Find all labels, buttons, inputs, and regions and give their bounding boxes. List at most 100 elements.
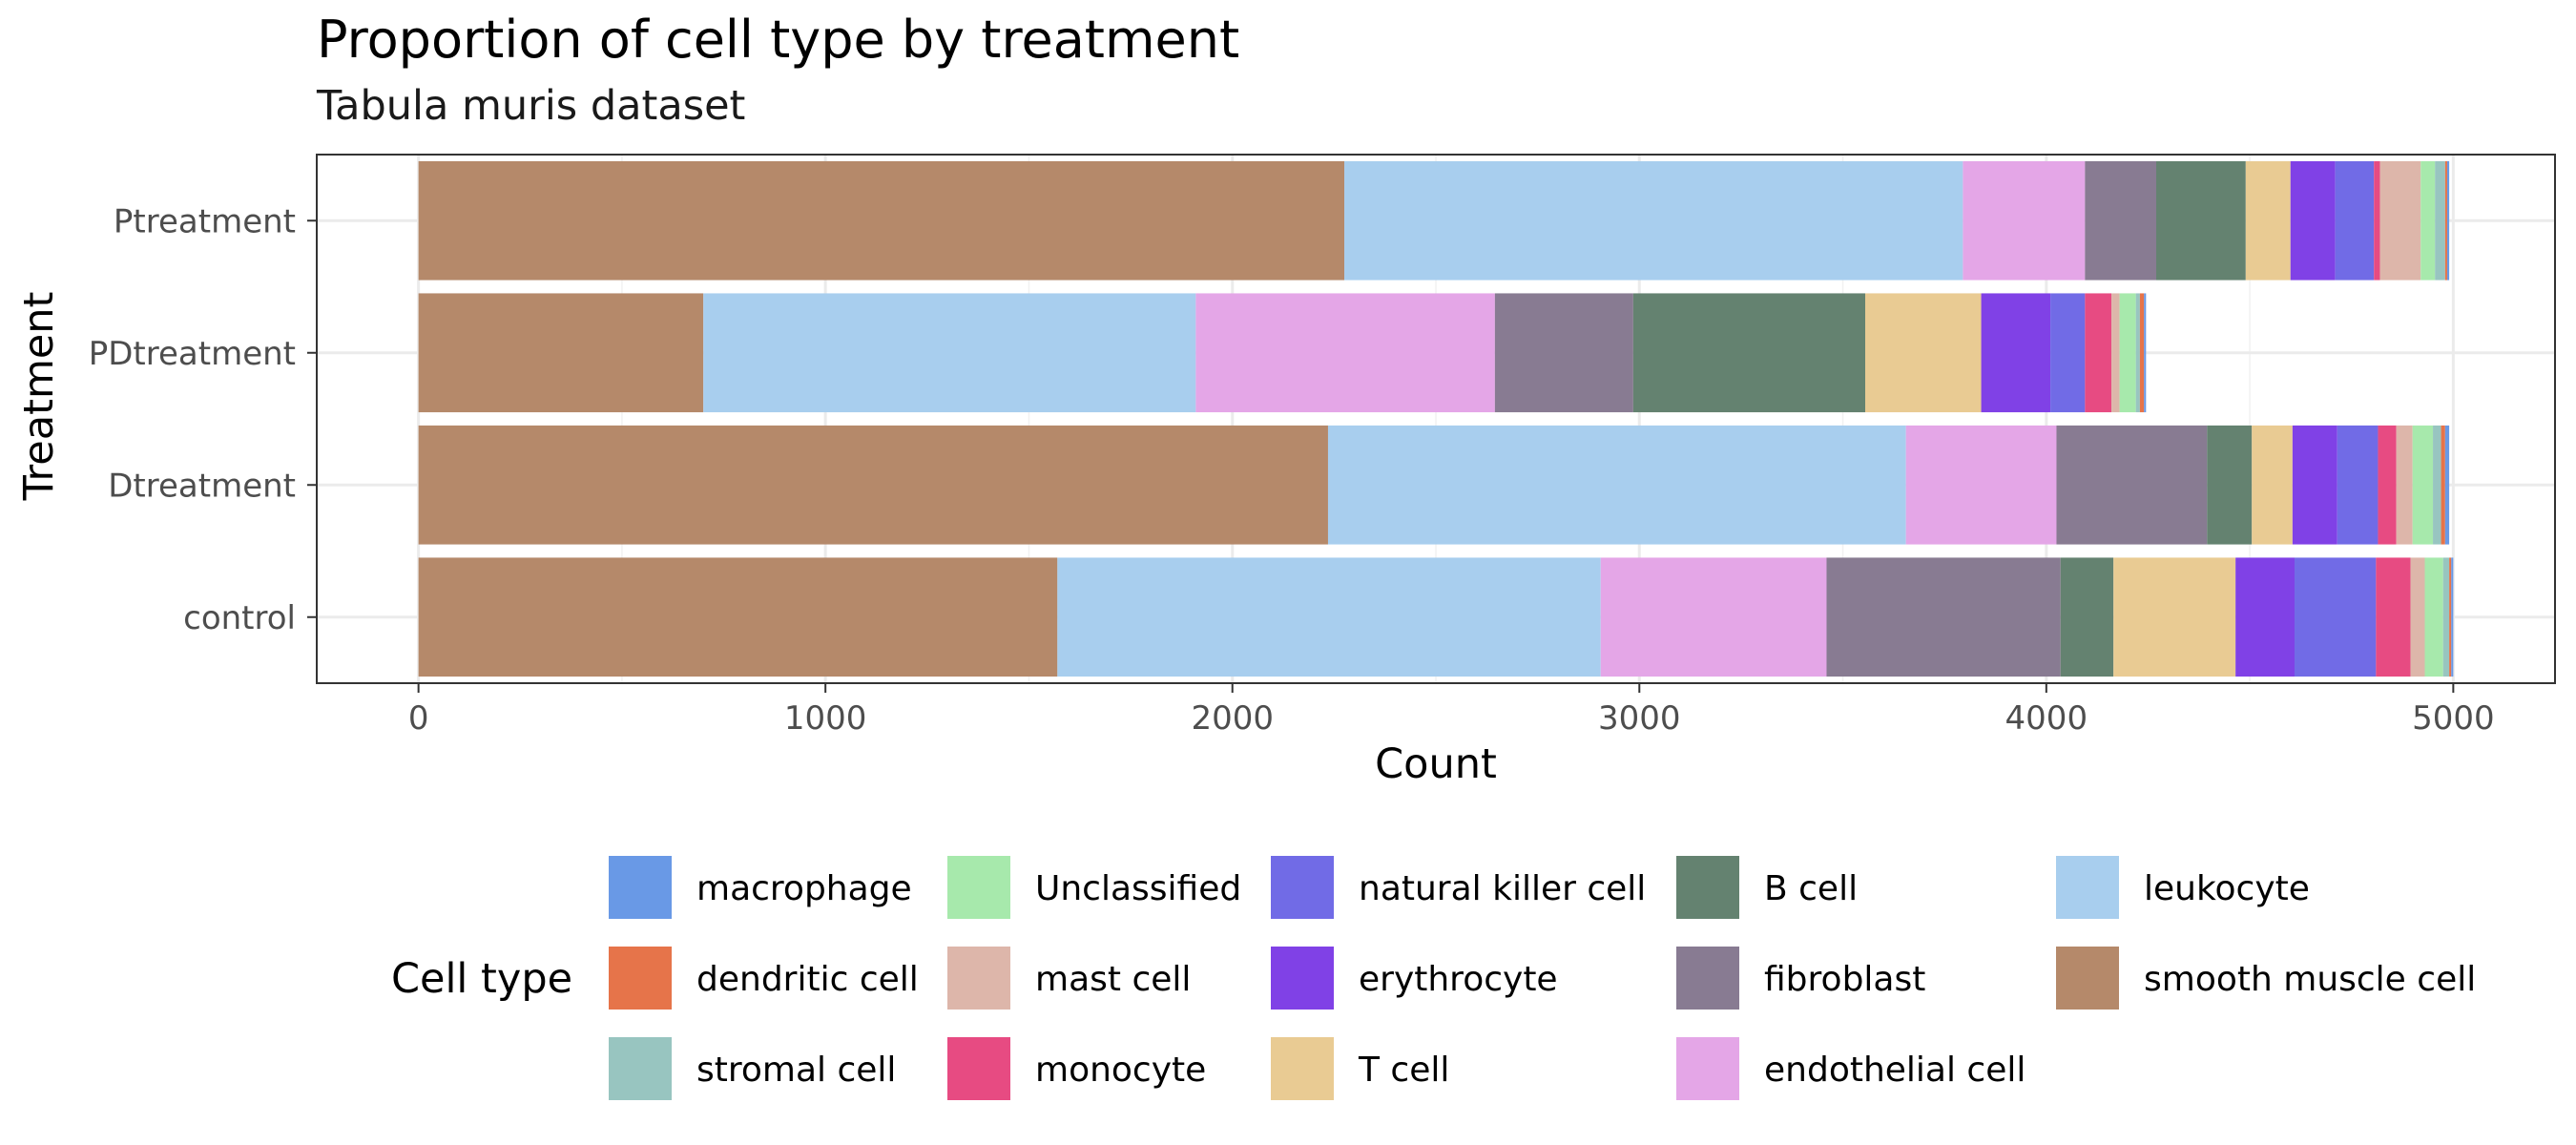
bar-segment: Ptreatment - smooth muscle cell: 2275	[418, 160, 1345, 281]
bar-segment: Dtreatment - Unclassified: 50	[2412, 425, 2434, 545]
bar-segment: Ptreatment - dendritic cell: 5	[2444, 160, 2447, 281]
bar-segment: control - Unclassified: 45	[2424, 557, 2443, 677]
bar-segment: PDtreatment - erythrocyte: 170	[1981, 293, 2051, 413]
x-tick-label: 0	[408, 699, 429, 738]
bar-segment: PDtreatment - smooth muscle cell: 700	[418, 293, 704, 413]
legend-swatch	[2056, 947, 2119, 1010]
bar-segment: Dtreatment - fibroblast: 370	[2056, 425, 2208, 545]
x-axis: 0 1000 2000 3000 4000 5000	[408, 683, 2495, 738]
legend-label: leukocyte	[2144, 869, 2310, 908]
bar-segment: PDtreatment - Unclassified: 40	[2119, 293, 2136, 413]
bar-segment: control - B cell: 130	[2060, 557, 2114, 677]
bar-segment: Ptreatment - Unclassified: 35	[2420, 160, 2436, 281]
x-tick-label: 2000	[1191, 699, 1274, 738]
legend-label: dendritic cell	[696, 960, 919, 999]
bar-segment: Dtreatment - smooth muscle cell: 2235	[418, 425, 1328, 545]
bar-segment: control - mast cell: 35	[2410, 557, 2425, 677]
bar-segment: Ptreatment - macrophage: 5	[2446, 160, 2450, 281]
bar-segment: control - leukocyte: 1335	[1057, 557, 1601, 677]
legend-swatch	[609, 1037, 672, 1100]
x-tick-label: 3000	[1598, 699, 1681, 738]
bar-segment: Ptreatment - T cell: 110	[2245, 160, 2291, 281]
legend-label: T cell	[1358, 1051, 1449, 1090]
bar-segment: PDtreatment - monocyte: 65	[2085, 293, 2112, 413]
legend-swatch	[2056, 856, 2119, 919]
x-tick-label: 5000	[2412, 699, 2495, 738]
bar-segment: control - stromal cell: 15	[2442, 557, 2450, 677]
bar-segment: PDtreatment - endothelial cell: 735	[1195, 293, 1495, 413]
bar-segment: Dtreatment - T cell: 100	[2252, 425, 2293, 545]
x-tick-label: 4000	[2005, 699, 2088, 738]
bar-segment: control - T cell: 300	[2113, 557, 2236, 677]
y-tick-label: Dtreatment	[108, 467, 296, 505]
legend-label: smooth muscle cell	[2144, 960, 2476, 999]
bar-segment: PDtreatment - B cell: 570	[1632, 293, 1866, 413]
bar-segment: Dtreatment - endothelial cell: 370	[1905, 425, 2057, 545]
legend-label: erythrocyte	[1359, 960, 1558, 999]
bar-layer: control - smooth muscle cell: 1570contro…	[418, 160, 2454, 677]
bar-segment: control - natural killer cell: 200	[2295, 557, 2377, 677]
legend-label: natural killer cell	[1359, 869, 1646, 908]
bar-segment: Ptreatment - natural killer cell: 95	[2335, 160, 2375, 281]
legend-swatch	[1676, 856, 1739, 919]
y-tick-label: control	[183, 599, 296, 637]
y-axis: control Dtreatment PDtreatment Ptreatment	[89, 202, 317, 637]
bar-segment: Ptreatment - monocyte: 15	[2374, 160, 2380, 281]
x-tick-label: 1000	[784, 699, 867, 738]
bar-segment: Dtreatment - stromal cell: 20	[2433, 425, 2441, 545]
bar-segment: Ptreatment - endothelial cell: 300	[1963, 160, 2086, 281]
legend-swatch	[947, 947, 1010, 1010]
legend-swatch	[1271, 1037, 1334, 1100]
legend-swatch	[609, 856, 672, 919]
bar-segment: Ptreatment - fibroblast: 175	[2085, 160, 2156, 281]
y-axis-title: Treatment	[15, 292, 63, 502]
bar-segment: PDtreatment - mast cell: 20	[2111, 293, 2120, 413]
legend-label: Unclassified	[1035, 869, 1241, 908]
panel-border	[316, 154, 2556, 684]
y-tick-label: PDtreatment	[89, 335, 296, 373]
bar-segment: Ptreatment - B cell: 220	[2155, 160, 2246, 281]
bar-segment: Dtreatment - leukocyte: 1420	[1327, 425, 1906, 545]
bar-segment: PDtreatment - macrophage: 5	[2144, 293, 2147, 413]
legend-label: monocyte	[1035, 1051, 1206, 1090]
bar-segment: Dtreatment - erythrocyte: 110	[2292, 425, 2337, 545]
bar-segment: control - macrophage: 5	[2451, 557, 2454, 677]
bar-segment: Dtreatment - monocyte: 45	[2378, 425, 2397, 545]
bar-segment: control - endothelial cell: 555	[1600, 557, 1827, 677]
legend-title: Cell type	[391, 955, 572, 1003]
bar-segment: control - erythrocyte: 145	[2235, 557, 2296, 677]
bar-segment: Dtreatment - macrophage: 10	[2444, 425, 2450, 545]
x-axis-title: Count	[1375, 740, 1497, 788]
bar-segment: Ptreatment - stromal cell: 25	[2435, 160, 2445, 281]
legend-swatch	[947, 1037, 1010, 1100]
bar-segment: Ptreatment - mast cell: 100	[2379, 160, 2421, 281]
bar-segment: control - monocyte: 85	[2376, 557, 2411, 677]
chart-title: Proportion of cell type by treatment	[317, 10, 1239, 70]
bar-segment: PDtreatment - dendritic cell: 10	[2139, 293, 2145, 413]
legend-label: stromal cell	[696, 1051, 896, 1090]
bar-segment: control - smooth muscle cell: 1570	[418, 557, 1058, 677]
bar-segment: Dtreatment - B cell: 110	[2207, 425, 2253, 545]
legend-label: macrophage	[696, 869, 912, 908]
bar-segment: Dtreatment - mast cell: 40	[2396, 425, 2413, 545]
legend-swatch	[1676, 1037, 1739, 1100]
y-tick-label: Ptreatment	[114, 202, 296, 240]
bar-segment: control - dendritic cell: 5	[2449, 557, 2452, 677]
legend-label: mast cell	[1035, 960, 1191, 999]
legend-label: fibroblast	[1764, 960, 1925, 999]
legend-label: B cell	[1764, 869, 1858, 908]
legend: Cell type macrophage dendritic cell stroma…	[391, 856, 2476, 1100]
legend-swatch	[1271, 856, 1334, 919]
bar-segment: PDtreatment - T cell: 285	[1865, 293, 1982, 413]
bar-segment: PDtreatment - leukocyte: 1210	[703, 293, 1196, 413]
legend-label: endothelial cell	[1764, 1051, 2025, 1090]
bar-segment: Dtreatment - dendritic cell: 10	[2441, 425, 2445, 545]
bar-segment: Ptreatment - erythrocyte: 110	[2290, 160, 2336, 281]
bar-segment: control - fibroblast: 575	[1826, 557, 2061, 677]
chart-subtitle: Tabula muris dataset	[316, 82, 745, 130]
legend-swatch	[1676, 947, 1739, 1010]
bar-segment: Ptreatment - leukocyte: 1520	[1344, 160, 1963, 281]
bar-segment: PDtreatment - stromal cell: 10	[2135, 293, 2140, 413]
bar-segment: PDtreatment - fibroblast: 340	[1494, 293, 1633, 413]
